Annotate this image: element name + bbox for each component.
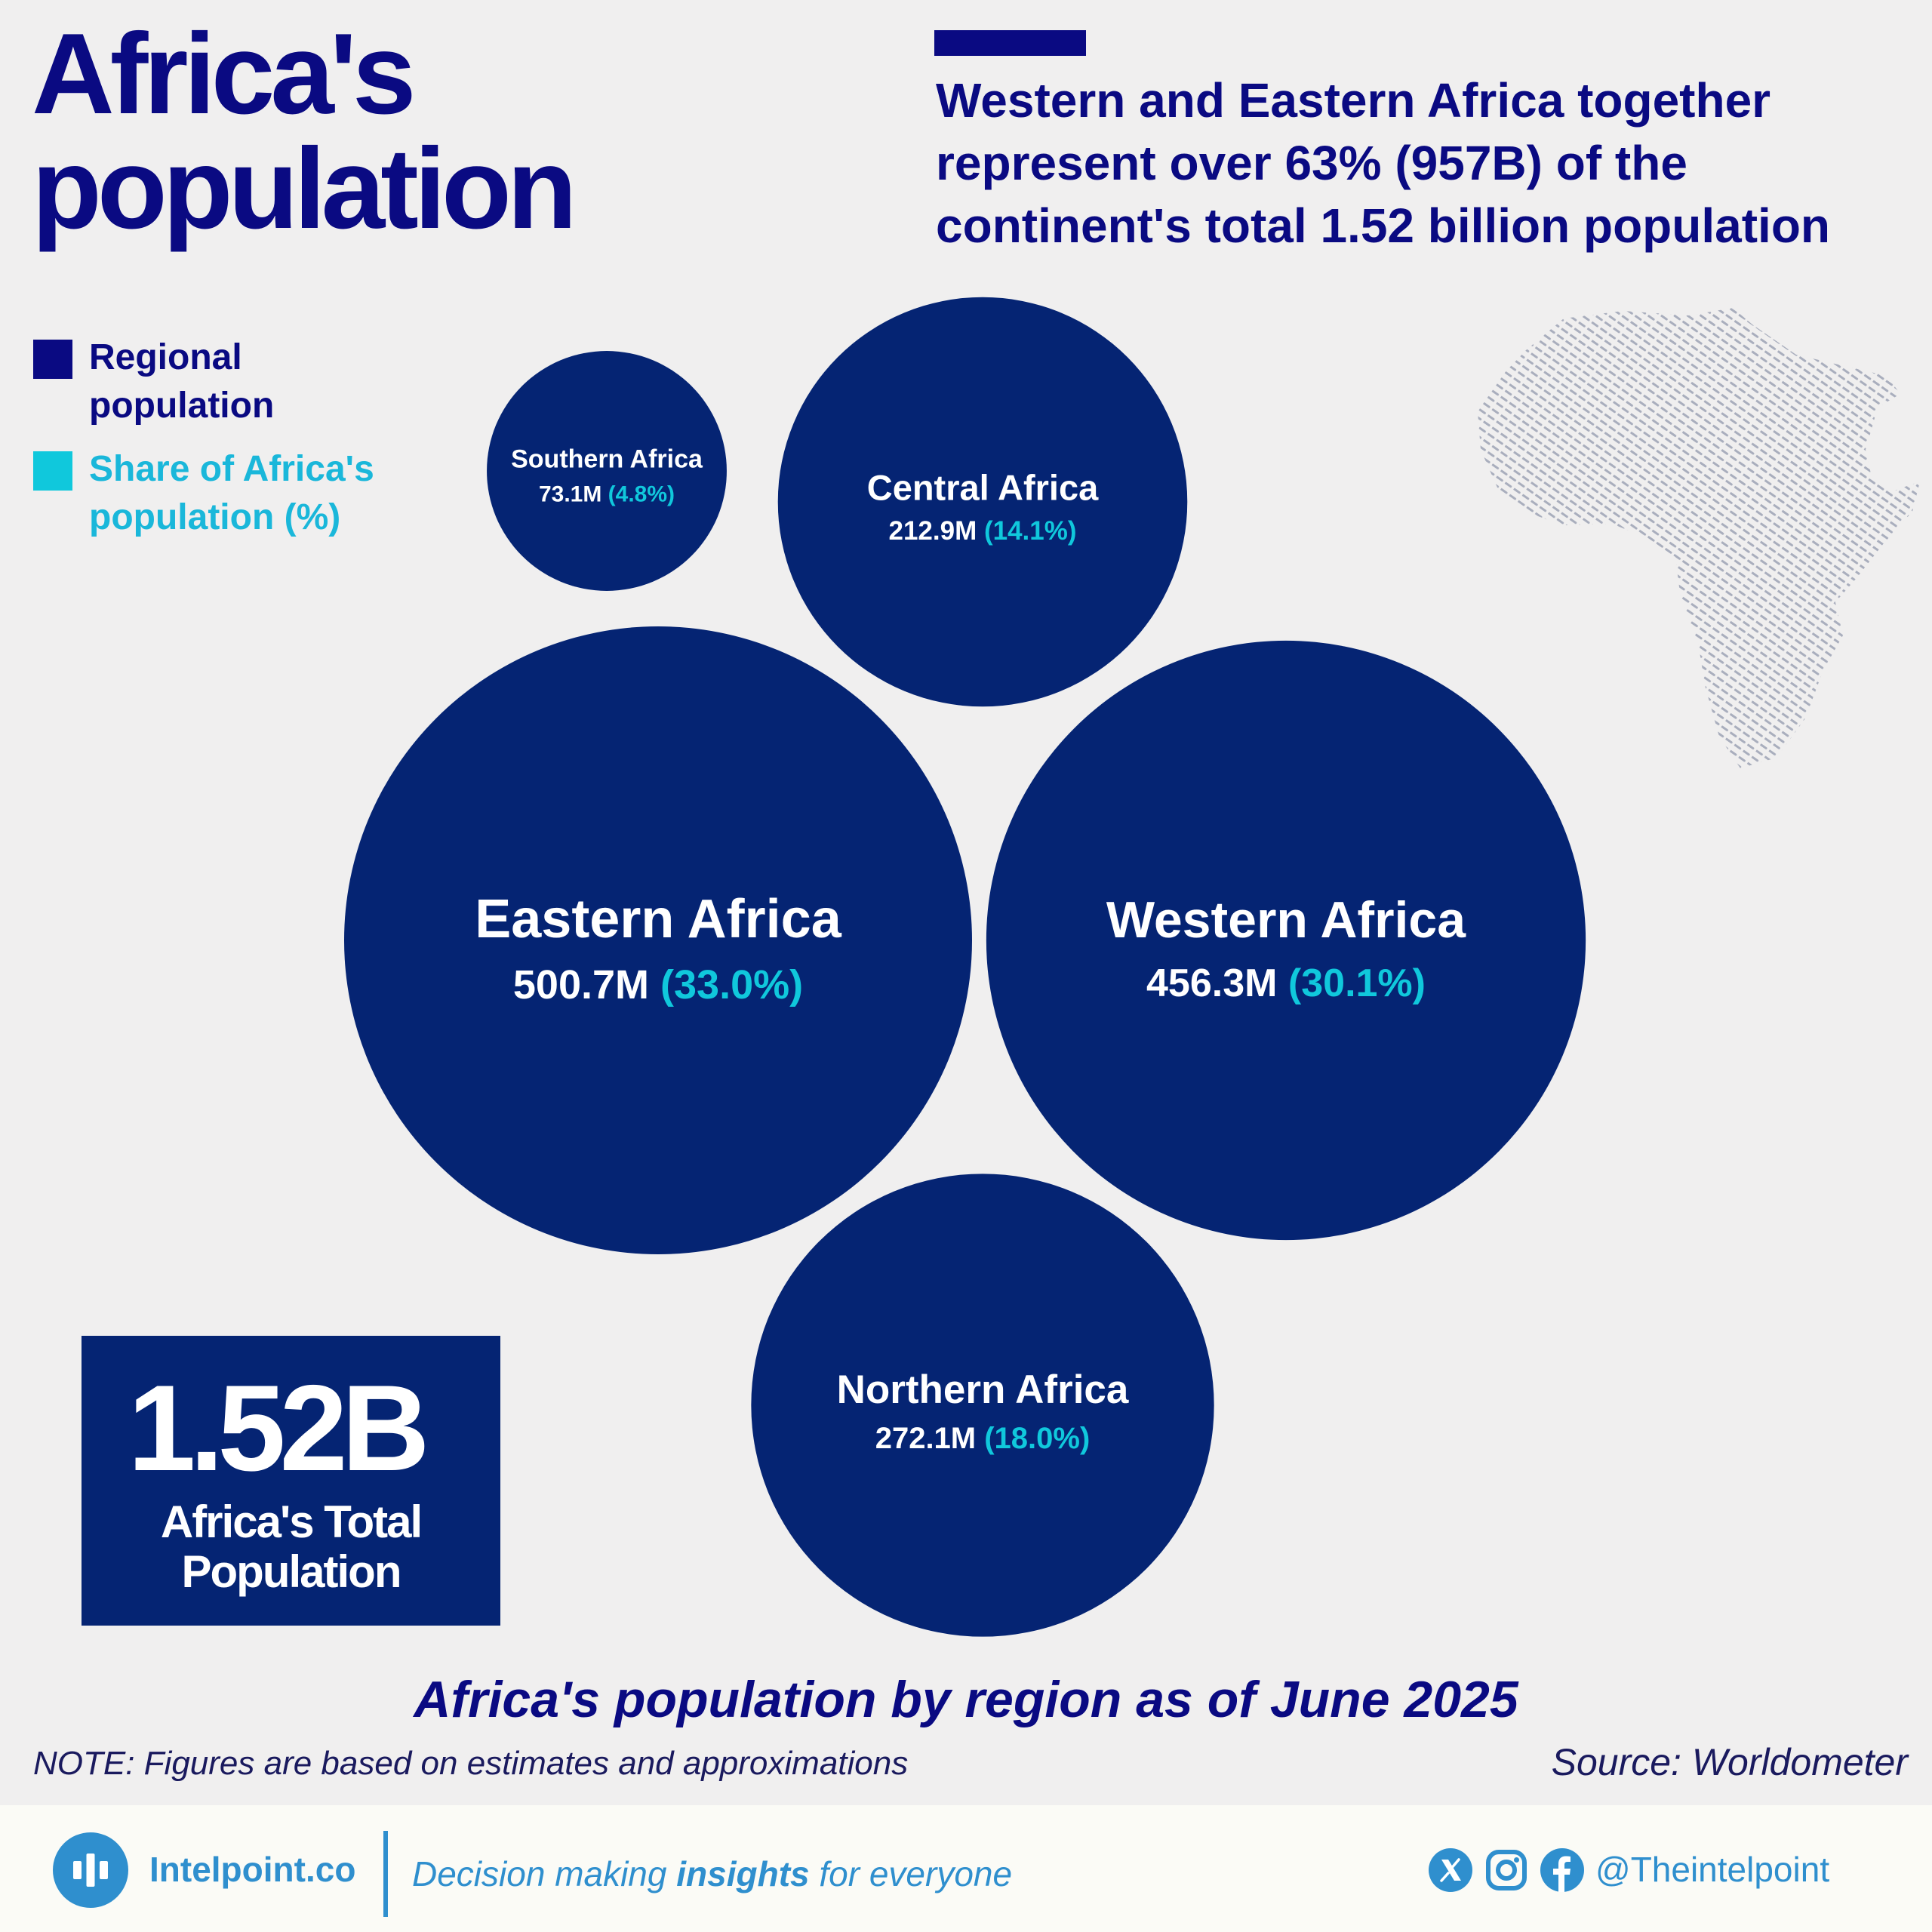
total-label-line-1: Africa's Total [160, 1497, 423, 1547]
bubble-region-label: Western Africa [1106, 891, 1466, 949]
tagline-bold: insights [676, 1854, 810, 1894]
title-line-1: Africa's [32, 10, 417, 138]
bubble-population-label: 272.1M [875, 1422, 985, 1455]
tagline: Decision making insights for everyone [412, 1854, 1012, 1894]
bubble-share-label: (30.1%) [1288, 961, 1426, 1005]
facebook-icon[interactable] [1540, 1847, 1585, 1893]
total-population-card: 1.52B Africa's Total Population [82, 1336, 500, 1626]
bubble-region-label: Central Africa [867, 468, 1099, 508]
bubble-value-label: 456.3M (30.1%) [1146, 961, 1426, 1005]
x-icon[interactable] [1428, 1847, 1473, 1893]
bubble-western-africa: Western Africa 456.3M (30.1%) [986, 640, 1586, 1241]
footnote: NOTE: Figures are based on estimates and… [33, 1745, 909, 1782]
total-label-line-2: Population [181, 1546, 402, 1597]
legend-swatch-share [33, 451, 72, 491]
total-population-value: 1.52B [128, 1360, 429, 1497]
bubble-value-label: 73.1M (4.8%) [539, 482, 675, 507]
brand-name-link[interactable]: Intelpoint.co [149, 1850, 356, 1889]
bubble-share-label: (4.8%) [608, 482, 675, 507]
bubble-circle-eastern-africa [344, 626, 972, 1254]
intelpoint-logo-icon[interactable] [53, 1832, 128, 1908]
bubble-circle-northern-africa [751, 1174, 1214, 1637]
bubble-value-label: 500.7M (33.0%) [513, 962, 803, 1008]
bubble-northern-africa: Northern Africa 272.1M (18.0%) [751, 1174, 1214, 1637]
source-credit: Source: Worldometer [1551, 1741, 1908, 1783]
bubble-region-label: Eastern Africa [475, 889, 842, 949]
bubble-share-label: (18.0%) [984, 1422, 1090, 1455]
bubble-population-label: 212.9M [888, 516, 983, 546]
bubble-southern-africa: Southern Africa 73.1M (4.8%) [487, 351, 727, 591]
bubble-circle-central-africa [777, 297, 1188, 707]
bubble-population-label: 73.1M [539, 482, 608, 507]
legend-swatch-regional [33, 340, 72, 379]
title-line-2: population [32, 125, 577, 253]
tagline-post: for everyone [809, 1854, 1013, 1894]
footer-bar: Intelpoint.co Decision making insights f… [0, 1805, 1932, 1932]
bubble-central-africa: Central Africa 212.9M (14.1%) [777, 297, 1188, 707]
legend-item-share: Share of Africa's population (%) [33, 445, 421, 542]
headline: Western and Eastern Africa together repr… [936, 73, 1830, 253]
bubble-population-label: 500.7M [513, 962, 660, 1008]
headline-accent-bar [934, 30, 1086, 56]
bubble-region-label: Southern Africa [511, 445, 703, 474]
page-title: Africa's population [32, 10, 577, 253]
total-population-label: Africa's Total Population [82, 1497, 500, 1597]
legend-label-share: Share of Africa's population (%) [89, 449, 374, 537]
bubble-share-label: (14.1%) [984, 516, 1077, 546]
bubble-region-label: Northern Africa [837, 1367, 1129, 1412]
bubble-share-label: (33.0%) [660, 962, 803, 1008]
instagram-icon[interactable] [1484, 1847, 1529, 1893]
bubble-circle-southern-africa [487, 351, 727, 591]
bubble-value-label: 272.1M (18.0%) [875, 1422, 1091, 1455]
legend-label-regional: Regional population [89, 337, 275, 426]
footer-divider [383, 1831, 388, 1917]
legend-item-regional-population: Regional population [33, 334, 421, 430]
social-handle[interactable]: @Theintelpoint [1595, 1850, 1830, 1889]
chart-subtitle: Africa's population by region as of June… [414, 1671, 1518, 1728]
bubble-eastern-africa: Eastern Africa 500.7M (33.0%) [344, 626, 972, 1254]
africa-map-icon [1478, 308, 1920, 768]
bubble-population-label: 456.3M [1146, 961, 1288, 1005]
tagline-pre: Decision making [412, 1854, 677, 1894]
bubble-circle-western-africa [986, 640, 1586, 1241]
bubble-value-label: 212.9M (14.1%) [888, 516, 1076, 546]
